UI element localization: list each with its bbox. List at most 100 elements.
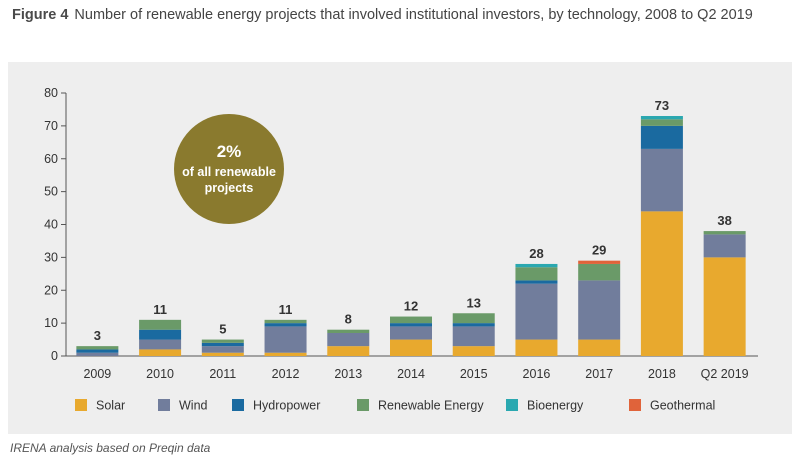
total-label: 12 — [404, 299, 418, 314]
legend-swatch — [232, 399, 244, 411]
total-label: 11 — [153, 302, 167, 317]
legend-label: Renewable Energy — [378, 399, 484, 413]
totals-layer: 3 11 5 11 8 12 13 28 29 73 38 — [94, 98, 732, 343]
bar-segment — [264, 323, 307, 327]
bar-segment — [515, 263, 558, 268]
figure-title: Number of renewable energy projects that… — [74, 7, 753, 23]
total-label: 29 — [592, 243, 606, 258]
bar-segment — [578, 263, 621, 281]
total-label: 28 — [529, 246, 543, 261]
bar-segment — [76, 346, 119, 350]
y-tick-label: 50 — [44, 185, 58, 199]
legend-label: Hydropower — [253, 399, 320, 413]
source-note: IRENA analysis based on Preqin data — [10, 441, 211, 455]
y-tick-label: 10 — [44, 316, 58, 330]
bar-segment — [327, 346, 370, 356]
x-tick-label: 2017 — [585, 367, 613, 381]
bar-segment — [201, 352, 244, 356]
bar-segment — [264, 352, 307, 356]
bar-segment — [452, 313, 495, 324]
x-tick-label: 2015 — [460, 367, 488, 381]
x-tick-label: 2011 — [209, 367, 236, 381]
bar-segment — [578, 339, 621, 356]
y-tick-label: 80 — [44, 86, 58, 100]
x-tick-label: 2014 — [397, 367, 425, 381]
bar-segment — [703, 231, 746, 235]
bar-segment — [578, 260, 621, 264]
y-tick-label: 30 — [44, 250, 58, 264]
legend-label: Geothermal — [650, 399, 715, 413]
bar-segment — [640, 211, 683, 356]
bar-segment — [139, 319, 182, 330]
bars-layer — [76, 116, 746, 356]
badge-value: 2% — [217, 142, 242, 161]
bar-segment — [264, 319, 307, 324]
badge-circle — [174, 114, 284, 224]
y-tick-label: 70 — [44, 119, 58, 133]
chart-panel: 0 10 20 30 40 50 60 70 80 2009 2010 2011 2012 2013 201… — [8, 62, 792, 434]
bar-segment — [139, 339, 182, 350]
x-tick-label: 2010 — [146, 367, 174, 381]
total-label: 73 — [655, 98, 669, 113]
total-label: 5 — [219, 322, 226, 337]
legend-swatch — [158, 399, 170, 411]
bar-segment — [201, 346, 244, 353]
legend-swatch — [629, 399, 641, 411]
x-tick-label: 2012 — [272, 367, 300, 381]
bar-segment — [201, 339, 244, 343]
bar-segment — [390, 326, 432, 340]
figure-title-block: Figure 4 Number of renewable energy proje… — [12, 5, 772, 25]
bar-segment — [76, 352, 119, 356]
bar-segment — [703, 234, 746, 258]
legend: Solar Wind Hydropower Renewable Energy Bioen… — [75, 399, 715, 413]
x-tick-label: 2018 — [648, 367, 676, 381]
bar-segment — [640, 148, 683, 212]
legend-label: Bioenergy — [527, 399, 584, 413]
total-label: 38 — [717, 213, 731, 228]
bar-segment — [452, 323, 495, 327]
bar-segment — [515, 267, 558, 281]
bar-segment — [327, 332, 370, 347]
bar-segment — [515, 283, 558, 340]
total-label: 13 — [466, 295, 480, 310]
bar-segment — [390, 323, 432, 327]
bar-segment — [390, 339, 432, 356]
bar-segment — [640, 119, 683, 126]
bar-segment — [327, 329, 370, 333]
bar-segment — [452, 326, 495, 347]
legend-label: Wind — [179, 399, 208, 413]
y-tick-label: 60 — [44, 152, 58, 166]
stacked-bar-chart: 0 10 20 30 40 50 60 70 80 2009 2010 2011 2012 2013 201… — [44, 86, 758, 413]
bar-segment — [515, 280, 558, 284]
y-tick-label: 0 — [51, 349, 58, 363]
figure-label: Figure 4 — [12, 7, 69, 23]
y-tick-label: 40 — [44, 218, 58, 232]
bar-segment — [139, 349, 182, 356]
x-tick-label: Q2 2019 — [701, 367, 749, 381]
x-tick-label: 2016 — [523, 367, 551, 381]
total-label: 8 — [345, 312, 352, 327]
legend-swatch — [357, 399, 369, 411]
bar-segment — [264, 326, 307, 353]
bar-segment — [201, 342, 244, 347]
badge: 2% of all renewable projects — [174, 114, 284, 224]
x-tick-label: 2009 — [83, 367, 111, 381]
bar-segment — [703, 257, 746, 356]
bar-segment — [76, 349, 119, 353]
bar-segment — [139, 329, 182, 340]
badge-line-1: of all renewable — [182, 165, 276, 179]
x-tick-label: 2013 — [334, 367, 362, 381]
bar-segment — [390, 316, 432, 324]
legend-swatch — [506, 399, 518, 411]
legend-label: Solar — [96, 399, 125, 413]
total-label: 11 — [279, 302, 293, 317]
bar-segment — [452, 346, 495, 356]
bar-segment — [640, 125, 683, 149]
bar-segment — [640, 116, 683, 120]
bar-segment — [515, 339, 558, 356]
total-label: 3 — [94, 328, 101, 343]
bar-segment — [578, 280, 621, 340]
legend-swatch — [75, 399, 87, 411]
y-tick-label: 20 — [44, 283, 58, 297]
badge-line-2: projects — [205, 181, 254, 195]
